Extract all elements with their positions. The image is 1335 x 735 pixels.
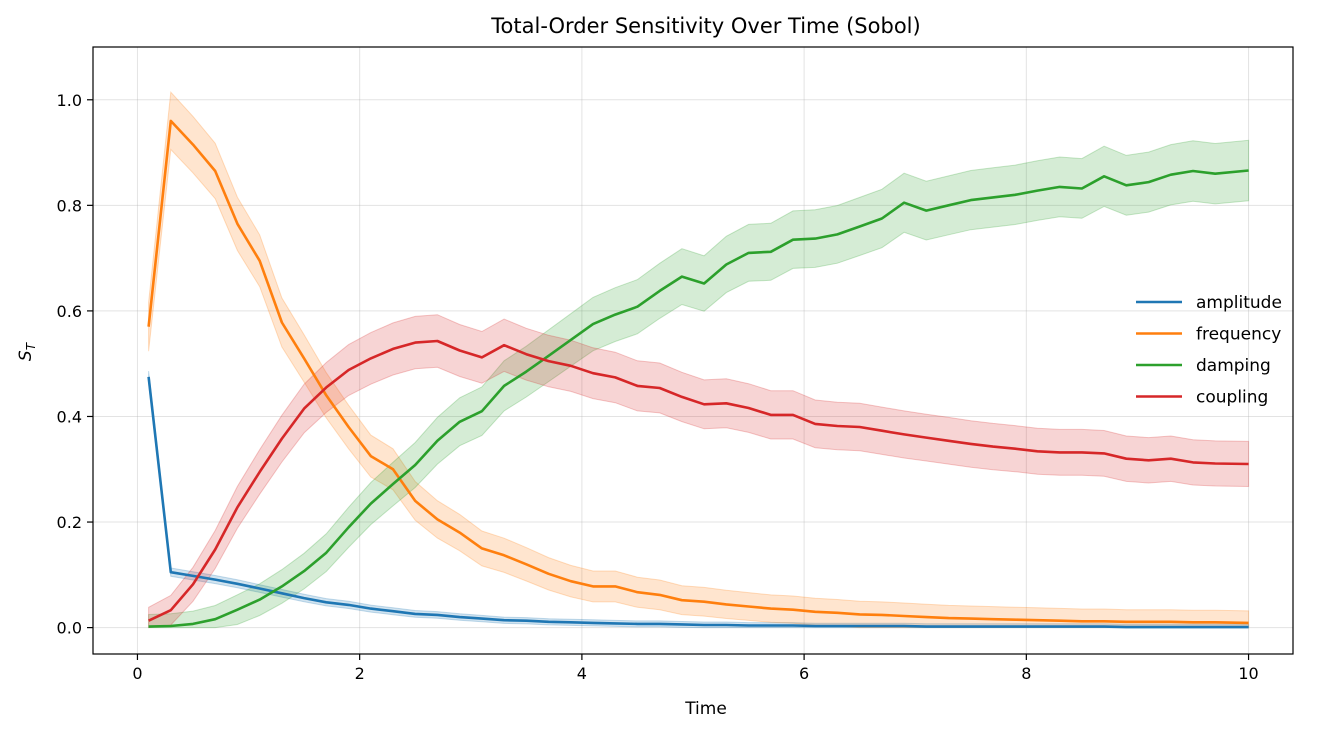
plot-frame <box>92 46 1294 655</box>
legend-label-amplitude: amplitude <box>1196 293 1282 313</box>
y-tick-label: 0.6 <box>57 302 82 321</box>
legend-label-frequency: frequency <box>1196 325 1281 345</box>
line-frequency <box>147 119 1249 625</box>
y-axis-label: ST <box>16 341 38 361</box>
series-lines <box>147 119 1249 629</box>
legend: amplitude frequency damping coupling <box>1136 293 1282 408</box>
line-damping <box>148 169 1249 628</box>
line-coupling <box>148 339 1249 622</box>
x-tick-label: 2 <box>355 664 365 683</box>
x-tick-label: 4 <box>577 664 587 683</box>
x-tick-label: 8 <box>1021 664 1031 683</box>
chart-title: Total-Order Sensitivity Over Time (Sobol… <box>490 14 920 38</box>
x-tick-label: 0 <box>132 664 142 683</box>
band-coupling <box>148 314 1250 629</box>
y-tick-label: 0.2 <box>57 513 82 532</box>
y-tick-label: 1.0 <box>57 91 82 110</box>
x-axis-label: Time <box>684 699 727 719</box>
y-tick-label: 0.0 <box>57 619 82 638</box>
y-axis-label-main: S <box>16 350 36 361</box>
legend-label-coupling: coupling <box>1196 388 1268 408</box>
x-tick-label: 10 <box>1238 664 1258 683</box>
line-amplitude <box>147 376 1249 629</box>
y-tick-label: 0.8 <box>57 196 82 215</box>
y-tick-label: 0.4 <box>57 407 82 426</box>
y-axis-label-subscript: T <box>24 341 38 350</box>
axis-ticks: 0 2 4 6 8 10 0.0 0.2 0.4 0.6 0.8 1.0 <box>57 91 1259 683</box>
legend-label-damping: damping <box>1196 356 1271 376</box>
x-tick-label: 6 <box>799 664 809 683</box>
